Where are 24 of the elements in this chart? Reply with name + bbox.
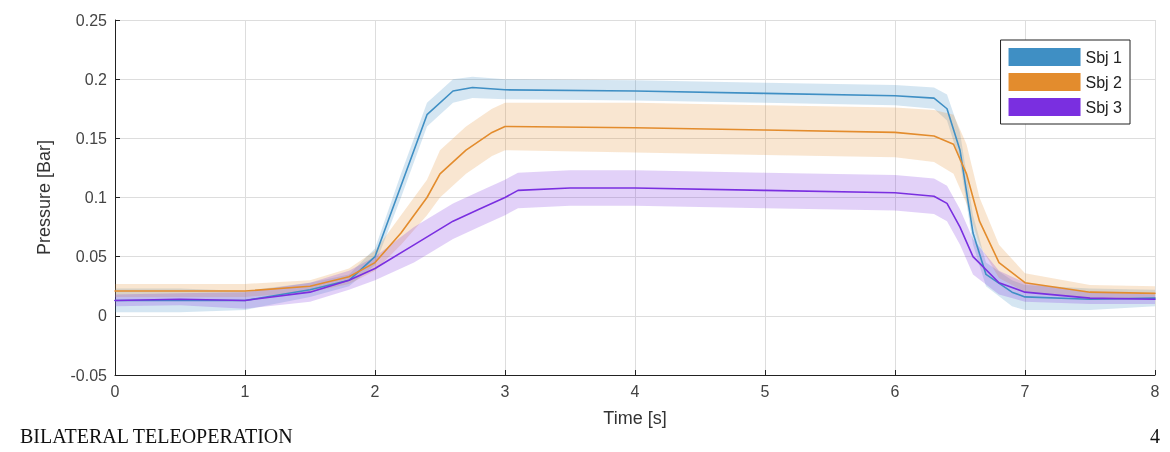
y-tick-label: 0.05 [75, 248, 108, 266]
x-tick-label: 3 [500, 382, 510, 400]
y-tick-label: 0.2 [84, 70, 108, 88]
y-axis-title: Pressure [Bar] [34, 139, 54, 256]
legend-label: Sbj 2 [1085, 73, 1123, 91]
x-tick-label: 6 [890, 382, 900, 400]
y-tick-label: 0.25 [75, 11, 108, 29]
y-tick-label: 0 [98, 307, 108, 325]
x-tick-label: 0 [110, 382, 120, 400]
x-tick-label: 4 [630, 382, 640, 400]
legend-label: Sbj 3 [1085, 98, 1123, 116]
text: BILATERAL TELEOPERATION [20, 425, 293, 447]
x-tick-label: 7 [1020, 382, 1030, 400]
y-tick-label: -0.05 [70, 366, 108, 384]
text: 4 [1150, 425, 1160, 447]
x-tick-label: 8 [1150, 382, 1160, 400]
x-tick-label: 5 [760, 382, 770, 400]
y-tick-label: 0.1 [84, 189, 108, 206]
x-tick-label: 1 [240, 382, 250, 400]
y-tick-label: 0.15 [75, 129, 108, 147]
line-series [114, 187, 1156, 302]
x-axis-title: Time [s] [603, 408, 667, 428]
legend-label: Sbj 1 [1085, 48, 1123, 66]
x-tick-label: 2 [370, 382, 380, 400]
